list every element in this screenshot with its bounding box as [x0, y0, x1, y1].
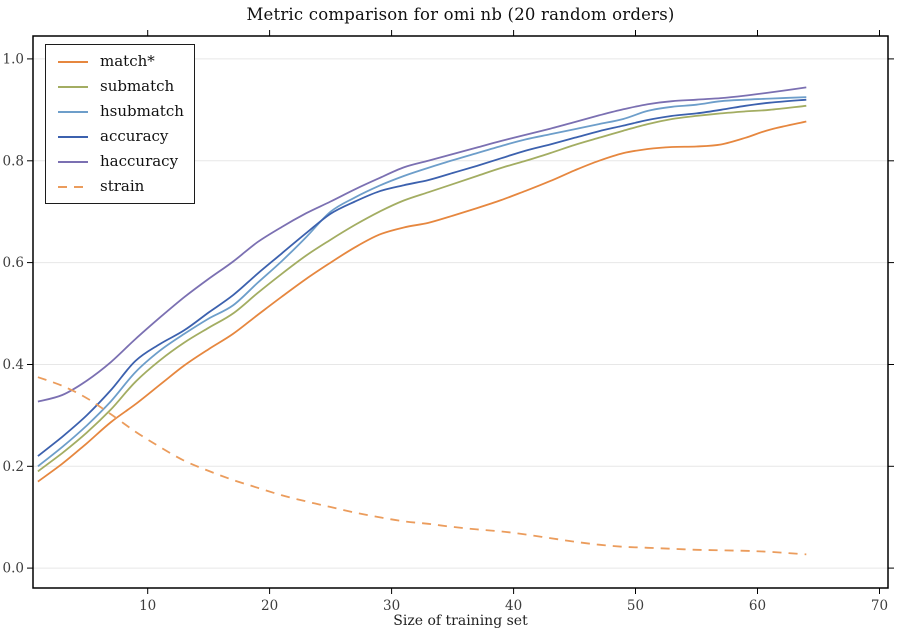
series-line-match [37, 120, 807, 483]
series-line-accuracy [37, 98, 807, 457]
series-line-submatch [37, 104, 807, 473]
legend-line-swatch [58, 160, 88, 163]
legend-label: accuracy [100, 127, 169, 145]
legend-line-swatch [58, 135, 88, 138]
x-tick-label: 20 [261, 598, 278, 614]
legend-line-swatch [58, 60, 88, 63]
x-tick-label: 40 [505, 598, 522, 614]
series-line-hsubmatch [37, 96, 807, 468]
legend-label: match* [100, 52, 155, 70]
y-tick-label: 0.8 [3, 153, 24, 169]
legend: match* submatch hsubmatch accuracy haccuracy… [45, 44, 195, 204]
legend-label: hsubmatch [100, 102, 184, 120]
chart-title: Metric comparison for omi nb (20 random … [246, 5, 675, 24]
legend-item-strain: strain [58, 174, 184, 199]
legend-label: submatch [100, 77, 175, 95]
legend-item-hsubmatch: hsubmatch [58, 99, 184, 124]
series-line-haccuracy [37, 86, 807, 403]
y-tick-label: 1.0 [3, 51, 24, 67]
y-tick-label: 0.6 [3, 255, 24, 271]
legend-line-swatch [58, 110, 88, 113]
x-tick-label: 30 [383, 598, 400, 614]
legend-item-submatch: submatch [58, 74, 184, 99]
legend-line-swatch [58, 85, 88, 88]
legend-item-accuracy: accuracy [58, 124, 184, 149]
x-tick-label: 60 [749, 598, 766, 614]
legend-label: strain [100, 177, 145, 195]
legend-label: haccuracy [100, 152, 179, 170]
legend-item-haccuracy: haccuracy [58, 149, 184, 174]
y-tick-label: 0.2 [3, 459, 24, 475]
legend-line-swatch [58, 185, 88, 188]
x-axis-label: Size of training set [393, 613, 528, 629]
y-tick-label: 0.0 [3, 561, 24, 577]
x-tick-label: 10 [139, 598, 156, 614]
legend-item-match: match* [58, 49, 184, 74]
x-tick-label: 70 [871, 598, 888, 614]
y-tick-label: 0.4 [3, 357, 24, 373]
axes-frame [32, 35, 889, 589]
x-tick-label: 50 [627, 598, 644, 614]
